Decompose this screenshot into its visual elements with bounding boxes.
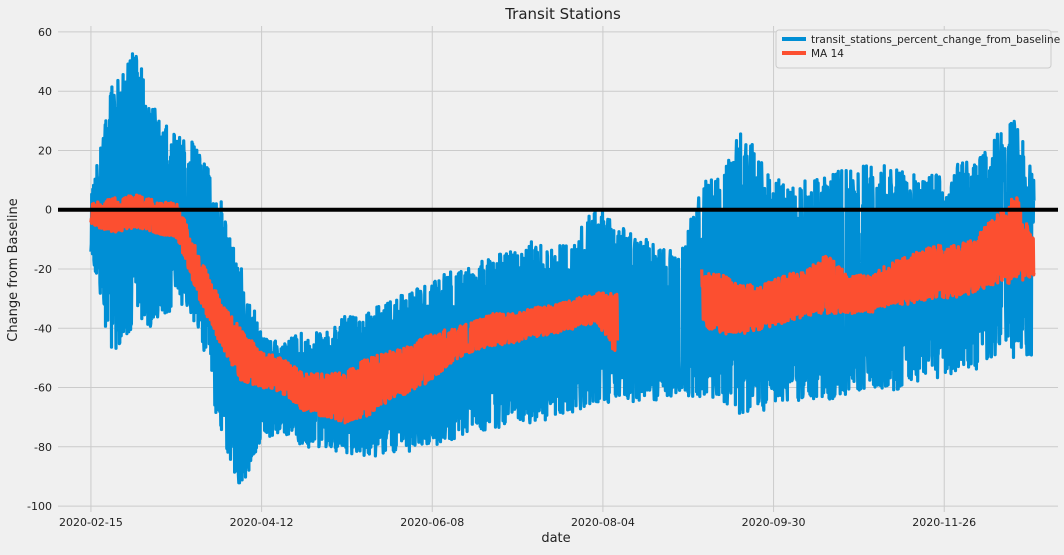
y-tick-label: 40 (38, 85, 52, 98)
series-line-ma-14 (89, 193, 620, 425)
x-tick-label: 2020-11-26 (912, 516, 976, 529)
x-axis-label: date (541, 531, 570, 546)
y-tick-label: -60 (34, 382, 52, 395)
y-tick-label: -40 (34, 322, 52, 335)
legend: transit_stations_percent_change_from_bas… (775, 29, 1060, 69)
plot-area: -100 -80 -60 -40 -20 0 20 40 60 2020-02-15 2020-04… (27, 26, 1058, 529)
y-tick-label: 60 (38, 26, 52, 39)
x-tick-label: 2020-04-12 (230, 516, 294, 529)
chart-title: Transit Stations (504, 5, 621, 23)
y-tick-label: -100 (27, 500, 52, 513)
x-tick-label: 2020-02-15 (59, 516, 123, 529)
x-tick-label: 2020-09-30 (742, 516, 806, 529)
y-tick-label: 20 (38, 144, 52, 157)
y-axis-label: Change from Baseline (6, 198, 21, 341)
x-tick-label: 2020-08-04 (571, 516, 635, 529)
series-line-ma-14 (700, 196, 1036, 336)
x-tick-label: 2020-06-08 (400, 516, 464, 529)
legend-label: MA 14 (811, 48, 844, 60)
legend-label: transit_stations_percent_change_from_bas… (811, 34, 1060, 46)
legend-box (775, 29, 1052, 69)
y-tick-label: -80 (34, 441, 52, 454)
y-tick-label: 0 (45, 204, 52, 217)
y-tick-label: -20 (34, 263, 52, 276)
